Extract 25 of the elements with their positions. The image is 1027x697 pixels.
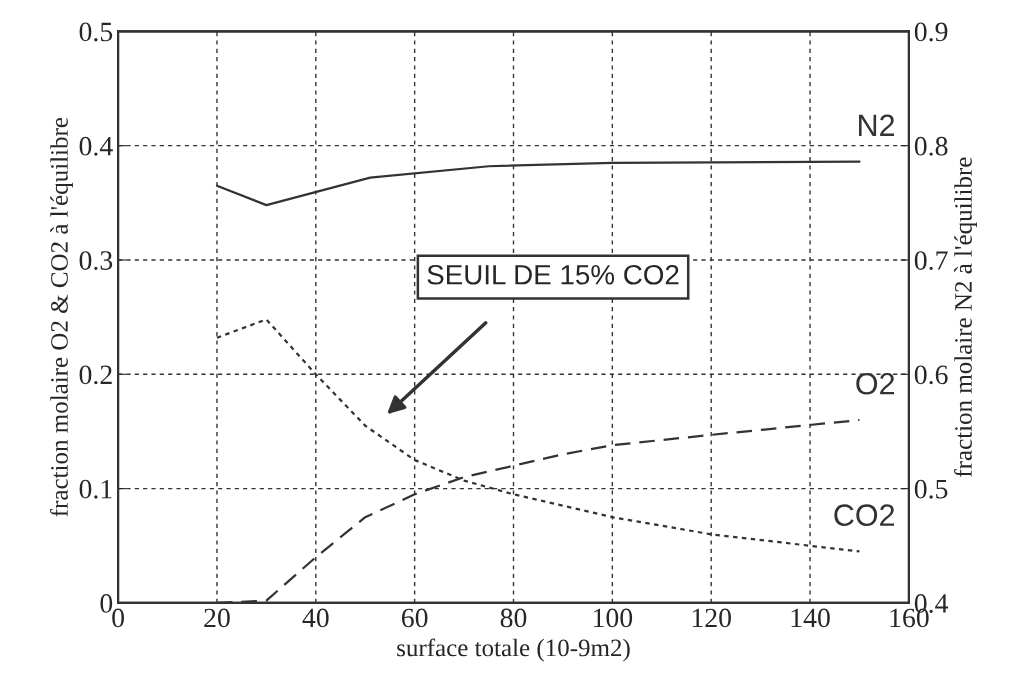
x-axis-title: surface totale (10-9m2) [397, 638, 630, 662]
y-tick-label: 0 [100, 594, 113, 613]
y-tick-label: 0.2 [79, 365, 112, 385]
y-tick-label: 0.4 [79, 136, 113, 156]
x-tick-label: 140 [791, 608, 830, 628]
y2-tick-label: 0.9 [914, 22, 948, 42]
y-tick-label: 0.3 [79, 251, 113, 271]
series-label: N2 [859, 114, 895, 136]
y-tick-label: 0.1 [79, 479, 112, 499]
series-label: CO2 [834, 504, 895, 526]
x-tick-label: 60 [401, 608, 428, 628]
y2-tick-label: 0.7 [914, 251, 948, 271]
y-tick-label: 0.5 [79, 22, 113, 42]
y2-tick-label: 0.5 [914, 479, 948, 499]
annotation: SEUIL DE 15% CO2 [427, 264, 679, 285]
y2-axis-title: fraction molaire N2 à l'équilibre [954, 157, 977, 477]
x-tick-label: 20 [204, 608, 230, 628]
y-axis-title: fraction molaire O2 & CO2 à l'équilibre [50, 117, 73, 517]
y2-tick-label: 0.8 [914, 136, 948, 156]
x-tick-label: 40 [302, 608, 329, 628]
x-tick-label: 100 [593, 608, 633, 628]
x-tick-label: 120 [692, 608, 731, 628]
y2-tick-label: 0.6 [914, 365, 948, 385]
x-tick-label: 80 [500, 608, 527, 628]
series-label: O2 [856, 372, 895, 395]
